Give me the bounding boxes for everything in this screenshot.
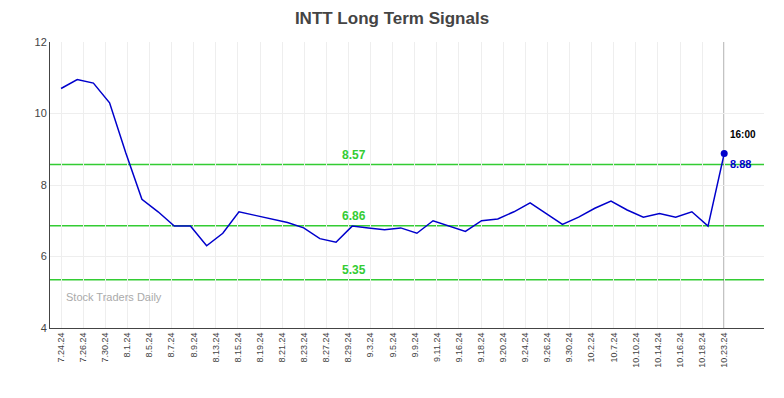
- svg-text:8.15.24: 8.15.24: [233, 333, 243, 363]
- svg-text:8.5.24: 8.5.24: [144, 333, 154, 358]
- svg-text:9.30.24: 9.30.24: [564, 333, 574, 363]
- svg-text:8.88: 8.88: [730, 158, 751, 170]
- svg-text:9.26.24: 9.26.24: [542, 333, 552, 363]
- svg-text:7.30.24: 7.30.24: [100, 333, 110, 363]
- svg-text:10: 10: [35, 107, 47, 119]
- svg-text:9.16.24: 9.16.24: [454, 333, 464, 363]
- svg-text:8.13.24: 8.13.24: [211, 333, 221, 363]
- svg-text:7.26.24: 7.26.24: [78, 333, 88, 363]
- svg-text:INTT Long Term Signals: INTT Long Term Signals: [295, 9, 489, 28]
- svg-text:9.18.24: 9.18.24: [476, 333, 486, 363]
- svg-text:8.57: 8.57: [342, 148, 366, 162]
- svg-text:10.10.24: 10.10.24: [631, 333, 641, 368]
- svg-text:8.1.24: 8.1.24: [122, 333, 132, 358]
- svg-text:8.27.24: 8.27.24: [321, 333, 331, 363]
- svg-text:10.23.24: 10.23.24: [719, 333, 729, 368]
- svg-text:6: 6: [41, 250, 47, 262]
- svg-text:4: 4: [41, 322, 47, 334]
- svg-text:10.7.24: 10.7.24: [609, 333, 619, 363]
- svg-text:5.35: 5.35: [342, 263, 366, 277]
- svg-text:Stock Traders Daily: Stock Traders Daily: [66, 291, 162, 303]
- svg-text:8.21.24: 8.21.24: [277, 333, 287, 363]
- svg-text:9.24.24: 9.24.24: [520, 333, 530, 363]
- svg-text:10.18.24: 10.18.24: [697, 333, 707, 368]
- svg-text:8.23.24: 8.23.24: [299, 333, 309, 363]
- svg-text:10.2.24: 10.2.24: [587, 333, 597, 363]
- svg-text:7.24.24: 7.24.24: [56, 333, 66, 363]
- svg-text:16:00: 16:00: [730, 129, 756, 140]
- svg-text:9.5.24: 9.5.24: [388, 333, 398, 358]
- svg-text:8.7.24: 8.7.24: [167, 333, 177, 358]
- svg-text:8: 8: [41, 179, 47, 191]
- svg-text:9.11.24: 9.11.24: [432, 333, 442, 362]
- svg-text:9.9.24: 9.9.24: [410, 333, 420, 358]
- svg-text:9.3.24: 9.3.24: [365, 333, 375, 358]
- svg-text:10.14.24: 10.14.24: [653, 333, 663, 368]
- svg-text:8.29.24: 8.29.24: [343, 333, 353, 363]
- svg-text:10.16.24: 10.16.24: [675, 333, 685, 368]
- svg-text:12: 12: [35, 36, 47, 48]
- svg-text:6.86: 6.86: [342, 209, 366, 223]
- svg-text:8.19.24: 8.19.24: [255, 333, 265, 363]
- svg-text:9.20.24: 9.20.24: [498, 333, 508, 363]
- svg-text:8.9.24: 8.9.24: [189, 333, 199, 358]
